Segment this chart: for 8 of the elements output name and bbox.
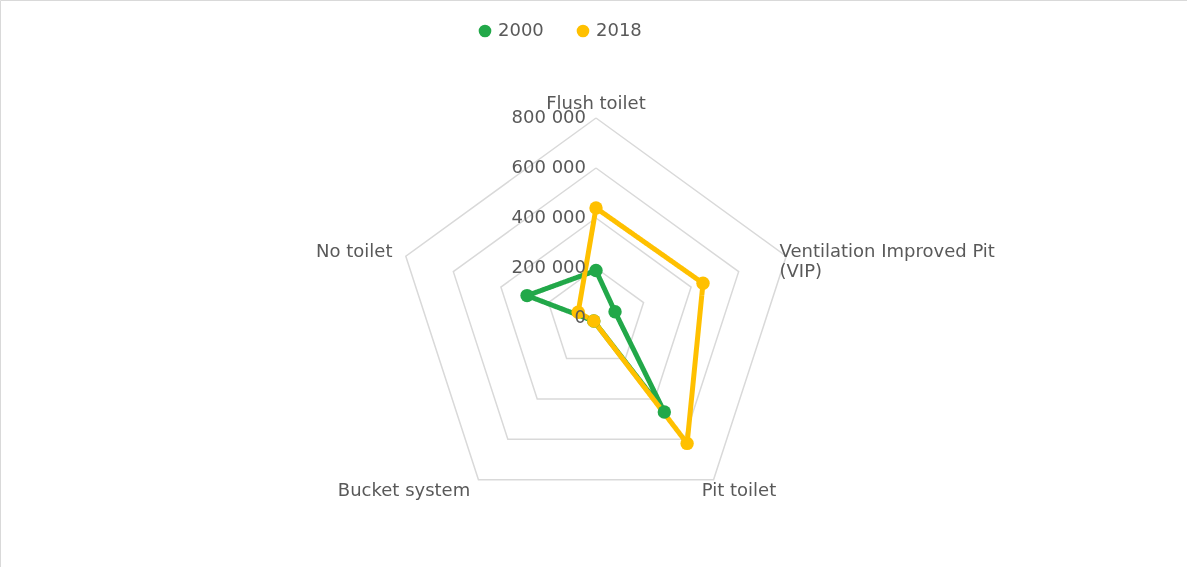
legend-label: 2000	[498, 19, 544, 40]
legend-label: 2018	[596, 19, 642, 40]
spoke-label: Pit toilet	[701, 479, 777, 501]
y-tick-label: 400 000	[511, 206, 586, 227]
spoke-label: No toilet	[316, 239, 393, 261]
y-tick-label: 600 000	[511, 156, 586, 177]
spoke-label: Bucket system	[337, 479, 471, 501]
spoke-label: Ventilation Improved Pit (VIP)	[779, 239, 995, 281]
